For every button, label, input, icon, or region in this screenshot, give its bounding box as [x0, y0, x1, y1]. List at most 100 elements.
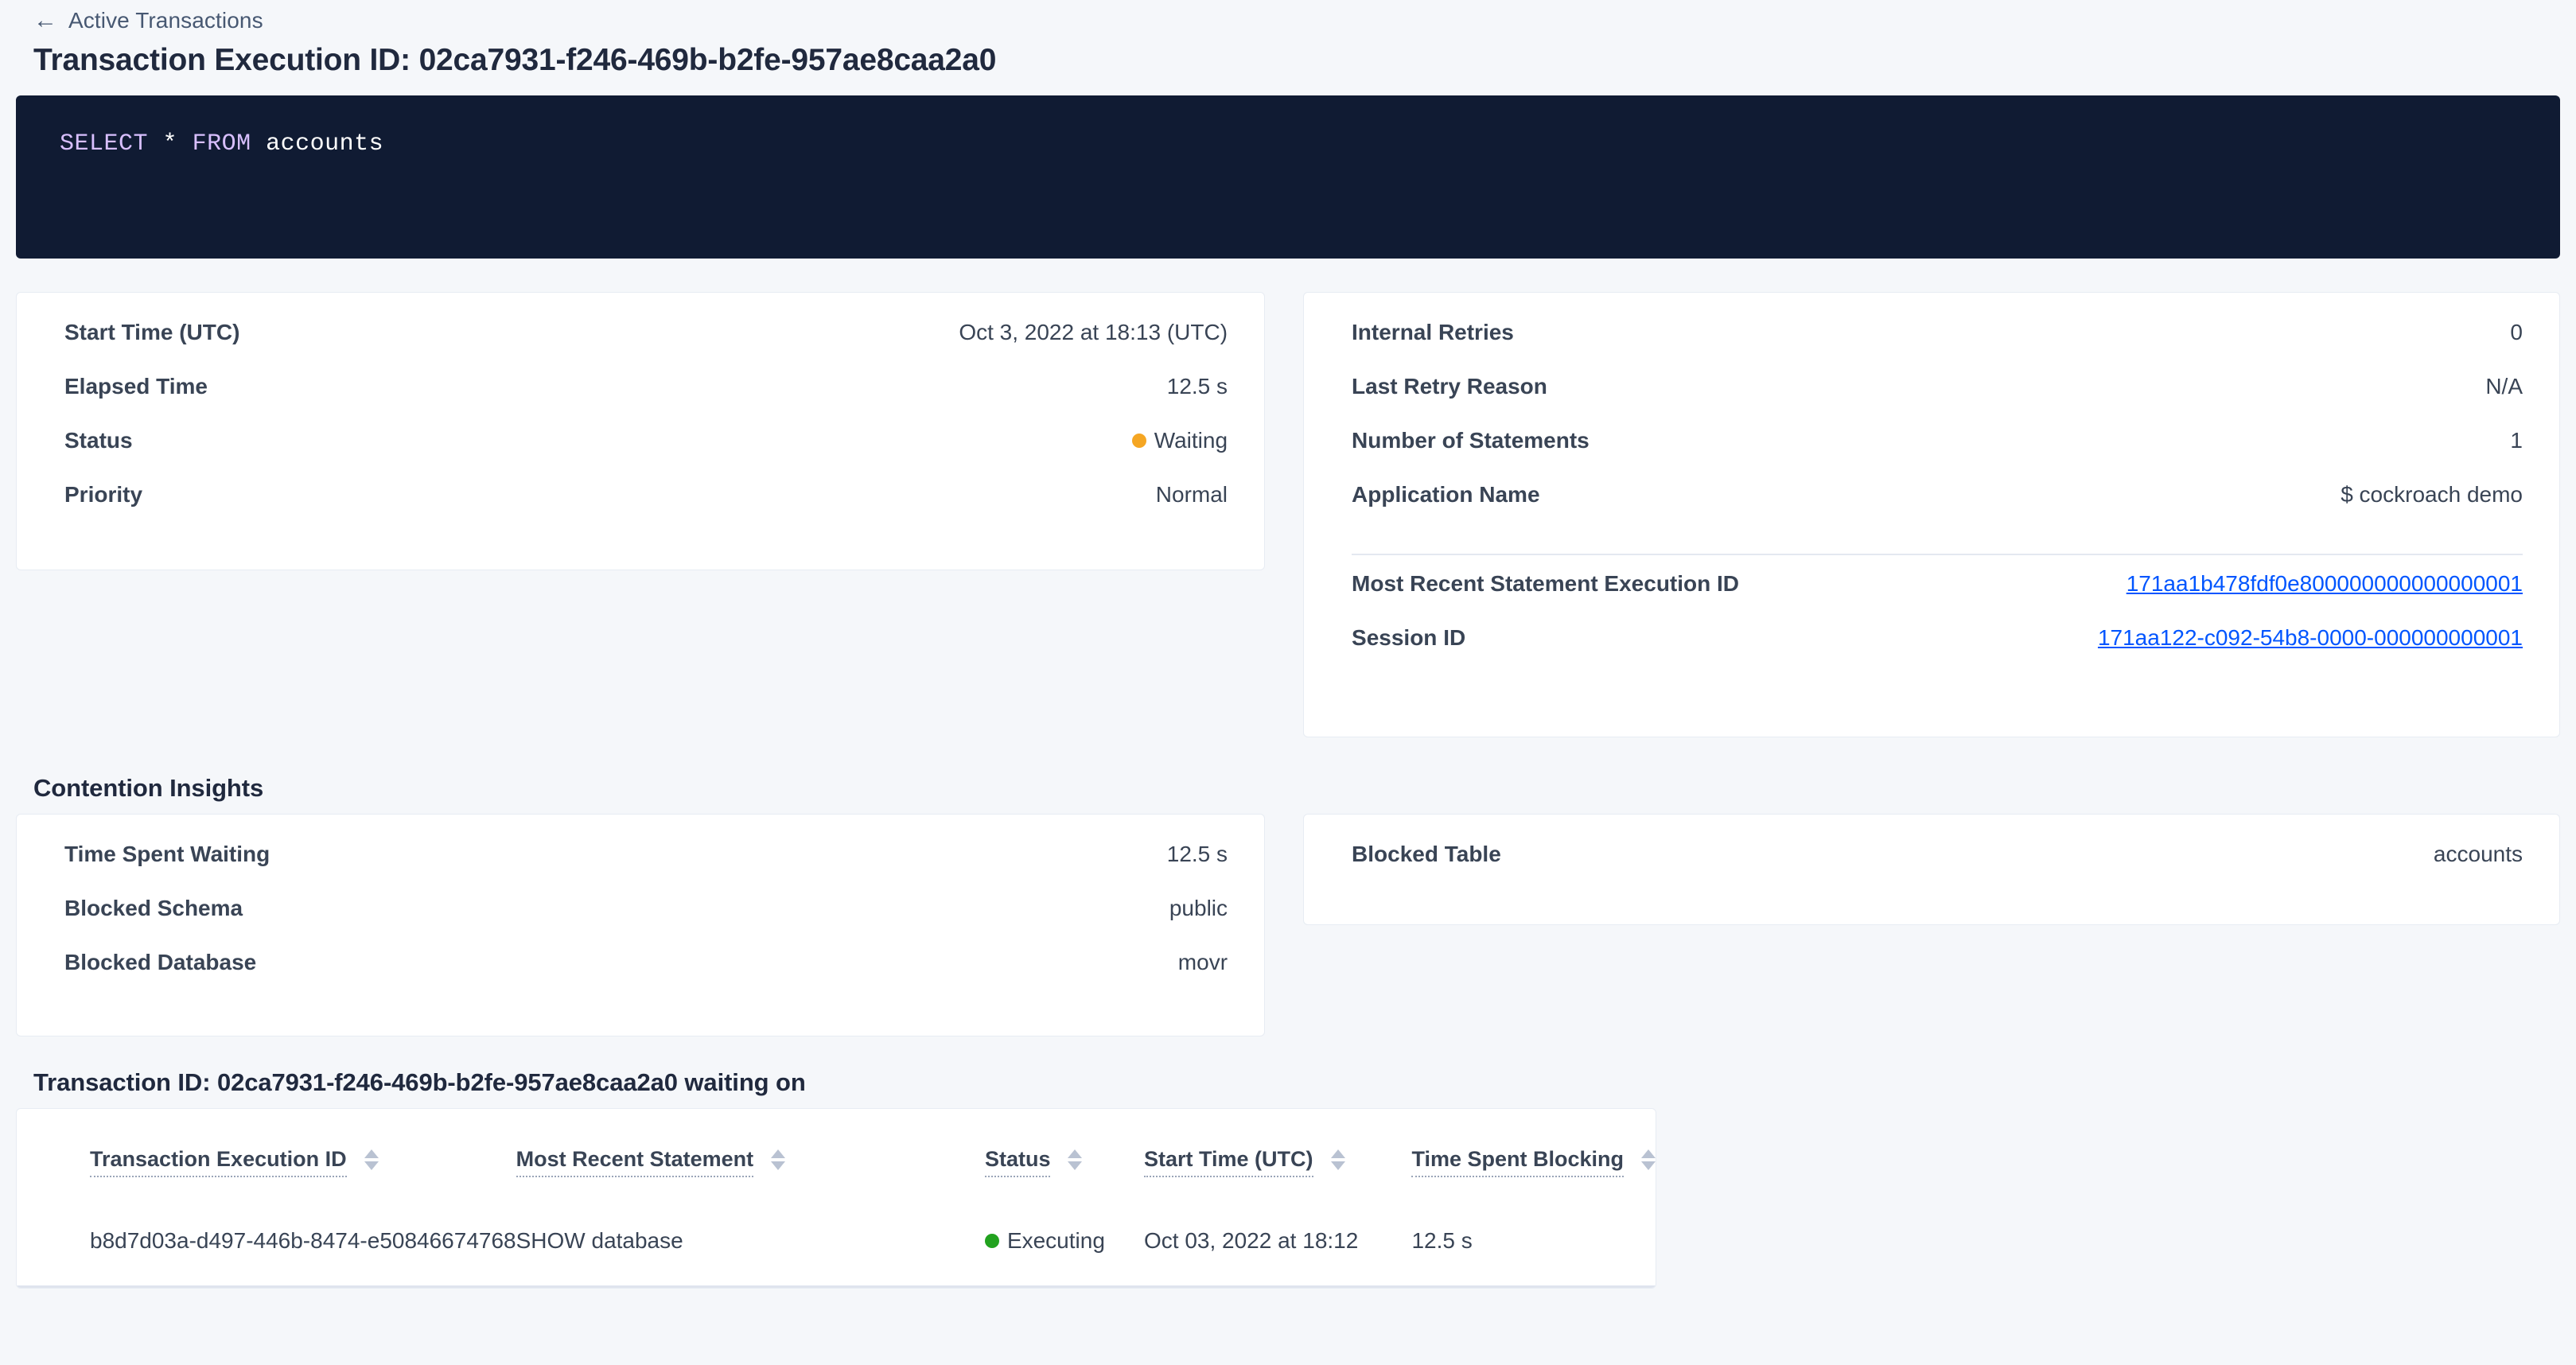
card-divider — [1352, 554, 2523, 555]
blocked-table-card: Blocked Table accounts — [1303, 814, 2560, 925]
caret-up-icon — [364, 1149, 379, 1158]
row-internal-retries: Internal Retries 0 — [1352, 320, 2523, 374]
row-label: Most Recent Statement Execution ID — [1352, 571, 1740, 596]
row-label: Application Name — [1352, 482, 1540, 507]
sort-icon[interactable] — [1068, 1147, 1083, 1170]
row-value: 0 — [2510, 320, 2523, 344]
th-inner: Transaction Execution ID — [90, 1147, 379, 1177]
row-label: Priority — [64, 482, 143, 507]
row-label: Blocked Database — [64, 950, 257, 974]
row-label: Status — [64, 428, 133, 453]
row-label: Blocked Schema — [64, 896, 243, 920]
sql-operator-star — [148, 130, 163, 158]
row-priority: Priority Normal — [64, 482, 1228, 536]
cell-start-time: Oct 03, 2022 at 18:12 — [1144, 1198, 1412, 1288]
cell-most-recent-statement: SHOW database — [516, 1198, 985, 1288]
table-row[interactable]: b8d7d03a-d497-446b-8474-e50846674768 SHO… — [17, 1198, 1656, 1288]
transaction-details-card: Internal Retries 0 Last Retry Reason N/A… — [1303, 292, 2560, 737]
column-header-label: Most Recent Statement — [516, 1147, 754, 1177]
row-time-spent-waiting: Time Spent Waiting 12.5 s — [64, 842, 1228, 896]
column-header-label: Time Spent Blocking — [1411, 1147, 1624, 1177]
row-label: Elapsed Time — [64, 374, 208, 399]
sql-identifier-accounts: accounts — [266, 130, 384, 158]
th-inner: Start Time (UTC) — [1144, 1147, 1345, 1177]
caret-down-icon — [1330, 1161, 1345, 1170]
row-application-name: Application Name $ cockroach demo — [1352, 482, 2523, 536]
transaction-overview-card: Start Time (UTC) Oct 3, 2022 at 18:13 (U… — [16, 292, 1266, 570]
row-label: Number of Statements — [1352, 428, 1590, 453]
statement-execution-id-link[interactable]: 171aa1b478fdf0e800000000000000001 — [2126, 571, 2523, 596]
cell-status: Executing — [984, 1198, 1144, 1288]
row-value: movr — [1177, 950, 1228, 974]
row-status: Status Waiting — [64, 428, 1228, 482]
row-label: Internal Retries — [1352, 320, 1514, 344]
row-value: Oct 3, 2022 at 18:13 (UTC) — [959, 320, 1228, 344]
sql-keyword-select: SELECT — [60, 130, 149, 158]
row-blocked-database: Blocked Database movr — [64, 950, 1228, 1004]
column-header-start-time[interactable]: Start Time (UTC) — [1144, 1109, 1411, 1198]
column-header-label: Start Time (UTC) — [1144, 1147, 1313, 1177]
breadcrumb[interactable]: ← Active Transactions — [16, 0, 2560, 37]
table-body: b8d7d03a-d497-446b-8474-e50846674768 SHO… — [17, 1198, 1656, 1288]
caret-up-icon — [771, 1149, 786, 1158]
th-inner: Most Recent Statement — [516, 1147, 786, 1177]
cell-transaction-execution-id: b8d7d03a-d497-446b-8474-e50846674768 — [17, 1198, 516, 1288]
sort-icon[interactable] — [1330, 1147, 1345, 1170]
th-inner: Status — [984, 1147, 1083, 1177]
row-value: accounts — [2433, 842, 2523, 866]
status-badge: Waiting — [1131, 428, 1228, 453]
session-id-link[interactable]: 171aa122-c092-54b8-0000-000000000001 — [2097, 625, 2523, 650]
sql-statement-text: SELECT * FROM accounts — [60, 130, 2560, 158]
row-elapsed-time: Elapsed Time 12.5 s — [64, 374, 1228, 428]
row-start-time: Start Time (UTC) Oct 3, 2022 at 18:13 (U… — [64, 320, 1228, 374]
sql-star-glyph: * — [162, 130, 178, 158]
cell-time-spent-blocking: 12.5 s — [1411, 1198, 1656, 1288]
row-value: 12.5 s — [1166, 842, 1228, 866]
row-label: Last Retry Reason — [1352, 374, 1547, 399]
caret-down-icon — [1068, 1161, 1083, 1170]
column-header-status[interactable]: Status — [984, 1109, 1144, 1198]
overview-cards-grid: Start Time (UTC) Oct 3, 2022 at 18:13 (U… — [16, 292, 2560, 737]
row-blocked-table: Blocked Table accounts — [1352, 842, 2523, 896]
column-header-label: Status — [984, 1147, 1051, 1177]
status-text: Executing — [1006, 1228, 1105, 1253]
caret-down-icon — [364, 1161, 379, 1170]
row-label: Session ID — [1352, 625, 1466, 650]
row-value: Normal — [1155, 482, 1228, 507]
contention-right-column: Blocked Table accounts — [1303, 814, 2560, 925]
th-inner: Time Spent Blocking — [1411, 1147, 1656, 1177]
row-label: Start Time (UTC) — [64, 320, 240, 344]
caret-down-icon — [1641, 1161, 1656, 1170]
status-text: Waiting — [1154, 428, 1228, 453]
sql-space-3 — [251, 130, 267, 158]
overview-left-column: Start Time (UTC) Oct 3, 2022 at 18:13 (U… — [16, 292, 1266, 570]
row-label: Time Spent Waiting — [64, 842, 270, 866]
row-session-id: Session ID 171aa122-c092-54b8-0000-00000… — [1352, 625, 2523, 679]
contention-insights-card: Time Spent Waiting 12.5 s Blocked Schema… — [16, 814, 1266, 1036]
sort-icon[interactable] — [1641, 1147, 1656, 1170]
row-most-recent-statement-execution-id: Most Recent Statement Execution ID 171aa… — [1352, 571, 2523, 625]
contention-left-column: Time Spent Waiting 12.5 s Blocked Schema… — [16, 814, 1266, 1036]
arrow-left-icon[interactable]: ← — [33, 7, 57, 33]
caret-up-icon — [1641, 1149, 1656, 1158]
page-title: Transaction Execution ID: 02ca7931-f246-… — [33, 43, 997, 77]
overview-right-column: Internal Retries 0 Last Retry Reason N/A… — [1303, 292, 2560, 737]
row-value: N/A — [2485, 374, 2523, 399]
contention-insights-heading: Contention Insights — [33, 774, 264, 802]
status-dot-executing-icon — [984, 1234, 999, 1248]
status-dot-waiting-icon — [1131, 434, 1146, 448]
column-header-transaction-execution-id[interactable]: Transaction Execution ID — [17, 1109, 516, 1198]
sort-icon[interactable] — [364, 1147, 379, 1170]
sql-space-2 — [177, 130, 193, 158]
waiting-on-table: Transaction Execution ID Most Recent Sta… — [17, 1109, 1656, 1288]
sql-statement-block: SELECT * FROM accounts — [16, 95, 2560, 259]
caret-down-icon — [771, 1161, 786, 1170]
column-header-time-spent-blocking[interactable]: Time Spent Blocking — [1411, 1109, 1656, 1198]
table-header: Transaction Execution ID Most Recent Sta… — [17, 1109, 1656, 1198]
row-value: public — [1169, 896, 1228, 920]
row-value: $ cockroach demo — [2341, 482, 2523, 507]
sort-icon[interactable] — [771, 1147, 786, 1170]
breadcrumb-link-active-transactions[interactable]: Active Transactions — [68, 8, 263, 33]
column-header-most-recent-statement[interactable]: Most Recent Statement — [516, 1109, 985, 1198]
